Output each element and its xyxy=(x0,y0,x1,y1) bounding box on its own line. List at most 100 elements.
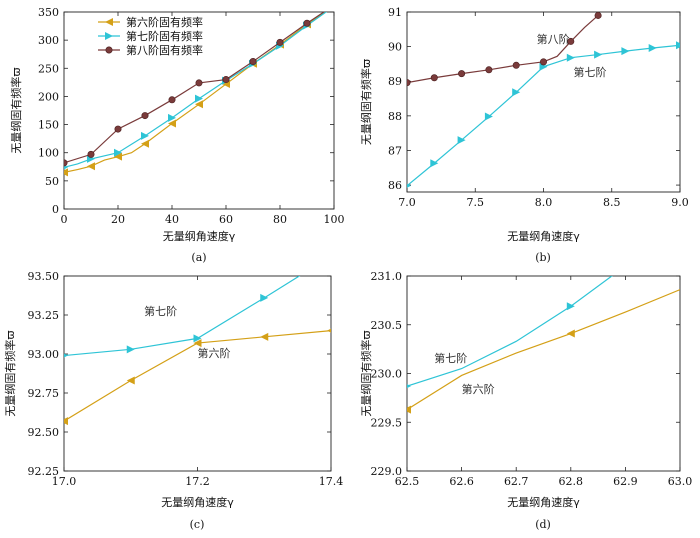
data-point xyxy=(64,417,68,426)
y-tick-label: 87 xyxy=(388,144,402,157)
x-axis-label: 无量纲角速度γ xyxy=(163,229,236,243)
series-2 xyxy=(64,328,331,426)
data-point xyxy=(594,12,602,19)
series-1 xyxy=(407,41,680,188)
data-point xyxy=(407,405,411,414)
y-tick-label: 93.00 xyxy=(28,348,60,361)
data-point xyxy=(195,94,203,103)
y-tick-label: 350 xyxy=(38,6,59,19)
data-point xyxy=(141,112,149,120)
data-point xyxy=(114,152,122,161)
series-line xyxy=(407,15,599,84)
data-point xyxy=(621,47,630,56)
data-point xyxy=(260,332,269,341)
series-annotation: 第八阶 xyxy=(537,32,570,46)
data-point xyxy=(539,58,547,66)
data-point xyxy=(648,44,657,52)
data-point xyxy=(64,159,68,167)
data-point xyxy=(168,96,176,104)
data-point xyxy=(430,74,438,82)
data-point xyxy=(114,125,122,133)
panel-caption: (c) xyxy=(190,518,205,531)
legend-marker xyxy=(105,18,113,26)
data-point xyxy=(303,19,311,27)
x-tick-label: 7.5 xyxy=(467,196,485,209)
chart-panel-a: 0 20 40 60 80 100 0 50 100 150 200 250 300 350 无量纲角速度γ… xyxy=(9,6,345,264)
plot-frame xyxy=(63,11,335,210)
y-tick-label: 88 xyxy=(388,110,402,123)
data-point xyxy=(168,119,176,128)
x-tick-label: 17.2 xyxy=(185,475,210,488)
data-point xyxy=(676,41,680,50)
series-line xyxy=(407,276,613,387)
legend-entry: 第六阶固有频率 xyxy=(126,15,203,29)
y-tick-label: 90 xyxy=(388,41,402,54)
x-tick-label: 40 xyxy=(165,213,179,226)
series-annotation: 第六阶 xyxy=(462,382,495,396)
y-tick-label: 300 xyxy=(38,34,59,47)
data-point xyxy=(566,329,575,338)
y-tick-label: 150 xyxy=(38,119,59,132)
x-tick-label: 0 xyxy=(61,213,68,226)
y-tick-label: 229.0 xyxy=(371,465,403,478)
y-tick-label: 93.50 xyxy=(28,270,60,283)
data-point xyxy=(567,37,575,45)
chart-panel-d: 62.5 62.6 62.7 62.8 62.9 63.0 229.0 229.5 230.0 2… xyxy=(359,270,692,531)
x-tick-label: 62.7 xyxy=(504,475,529,488)
y-tick-label: 86 xyxy=(388,179,402,192)
y-tick-label: 100 xyxy=(38,147,59,160)
data-point xyxy=(126,345,135,354)
data-point xyxy=(512,61,520,69)
x-tick-label: 60 xyxy=(219,213,233,226)
data-point xyxy=(64,165,68,170)
y-axis-label: 无量纲固有频率ϖ xyxy=(359,330,373,416)
x-tick-label: 63.0 xyxy=(668,475,693,488)
y-tick-label: 91 xyxy=(388,6,402,19)
data-point xyxy=(276,38,284,46)
data-point xyxy=(327,328,331,333)
x-tick-label: 20 xyxy=(111,213,125,226)
data-point xyxy=(249,58,257,66)
x-tick-label: 9.0 xyxy=(671,196,689,209)
data-point xyxy=(260,293,269,302)
y-tick-label: 229.5 xyxy=(371,416,403,429)
data-point xyxy=(193,339,202,348)
y-axis-label: 无量纲固有频率ϖ xyxy=(9,67,23,153)
legend-entry: 第八阶固有频率 xyxy=(126,43,203,57)
series-3 xyxy=(64,12,325,167)
series-annotation: 第七阶 xyxy=(434,351,467,365)
data-point xyxy=(484,112,493,121)
x-tick-label: 8.0 xyxy=(535,196,553,209)
legend-entry: 第七阶固有频率 xyxy=(126,29,203,43)
legend-marker xyxy=(105,46,113,54)
data-point xyxy=(485,66,493,74)
series-2 xyxy=(407,12,602,87)
x-axis-label: 无量纲角速度γ xyxy=(161,495,234,509)
data-point xyxy=(407,79,411,87)
y-tick-label: 92.50 xyxy=(28,426,60,439)
y-tick-label: 0 xyxy=(52,203,59,216)
panel-caption: (b) xyxy=(535,251,551,264)
data-point xyxy=(566,302,575,311)
data-point xyxy=(594,50,603,59)
data-point xyxy=(141,131,149,140)
data-point xyxy=(566,53,575,62)
y-axis-label: 无量纲固有频率ϖ xyxy=(359,59,373,145)
data-point xyxy=(64,168,68,177)
y-tick-label: 250 xyxy=(38,62,59,75)
chart-panel-b: 7.0 7.5 8.0 8.5 9.0 86 87 88 89 90 91 无量纲角速度γ 无量纲固有频… xyxy=(359,6,689,264)
series-line xyxy=(64,276,301,357)
data-point xyxy=(457,136,466,145)
data-point xyxy=(64,353,68,358)
x-tick-label: 17.0 xyxy=(52,475,77,488)
plot-frame xyxy=(63,275,332,472)
data-point xyxy=(458,70,466,78)
x-tick-label: 80 xyxy=(273,213,287,226)
series-2 xyxy=(407,289,680,414)
x-axis-label: 无量纲角速度γ xyxy=(507,229,580,243)
series-annotation: 第六阶 xyxy=(198,346,231,360)
series-1 xyxy=(64,276,301,358)
y-tick-label: 92.25 xyxy=(28,465,60,478)
